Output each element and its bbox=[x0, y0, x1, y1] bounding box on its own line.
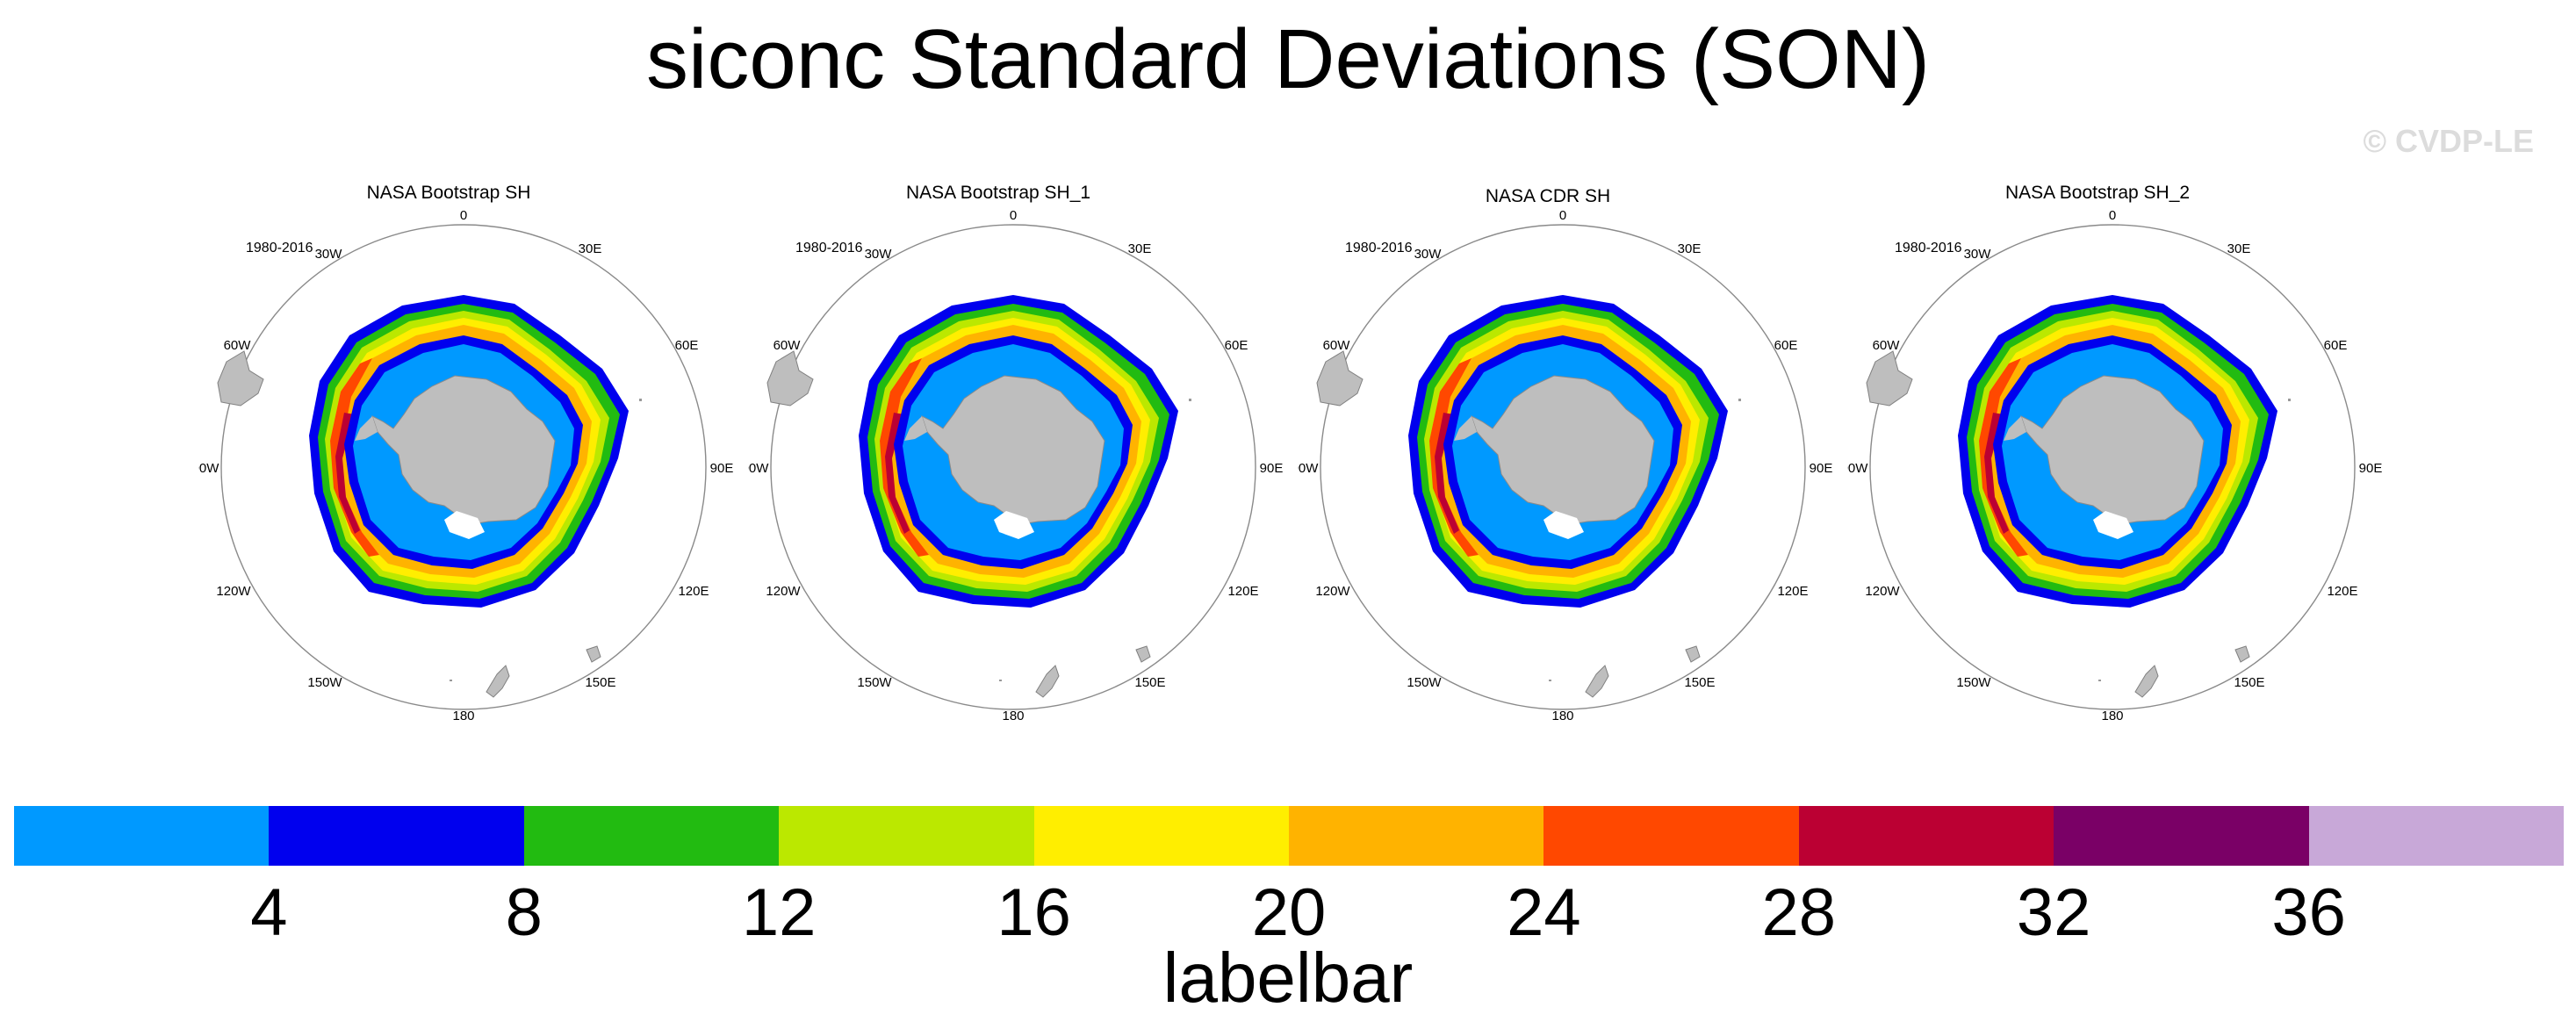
labelbar-title: labelbar bbox=[1162, 939, 1414, 1017]
lon-150w: 150W bbox=[307, 675, 342, 690]
panel-title: NASA Bootstrap SH bbox=[366, 183, 531, 203]
lon-30e: 30E bbox=[1678, 241, 1702, 256]
labelbar-box-9 bbox=[2054, 806, 2309, 866]
period-label: 1980-2016 bbox=[1895, 241, 1962, 255]
labelbar-box-4 bbox=[779, 806, 1034, 866]
lon-0: 0 bbox=[1559, 208, 1566, 223]
lon-150e: 150E bbox=[2234, 675, 2264, 690]
period-label: 1980-2016 bbox=[1345, 241, 1413, 255]
lon-180: 180 bbox=[2101, 709, 2123, 723]
labelbar-tick: 16 bbox=[997, 875, 1071, 950]
map-panel-4: NASA Bootstrap SH_2 1980-2016 0 30E 60E … bbox=[1847, 174, 2392, 736]
lon-120e: 120E bbox=[1227, 584, 1258, 599]
lon-60e: 60E bbox=[1225, 338, 1248, 353]
lon-90w: 90W bbox=[198, 461, 219, 476]
labelbar-box-3 bbox=[523, 806, 780, 866]
main-title: siconc Standard Deviations (SON) bbox=[646, 12, 1930, 106]
labelbar-box-2 bbox=[269, 806, 524, 866]
lon-30e: 30E bbox=[2227, 241, 2251, 256]
lon-30w: 30W bbox=[1964, 247, 1992, 262]
lon-150e: 150E bbox=[585, 675, 615, 690]
lon-120w: 120W bbox=[1865, 584, 1900, 599]
lon-90e: 90E bbox=[1260, 461, 1284, 476]
labelbar-tick: 12 bbox=[741, 875, 817, 950]
lon-90w: 90W bbox=[748, 461, 769, 476]
panel-title: NASA Bootstrap SH_2 bbox=[2004, 183, 2191, 203]
lon-120e: 120E bbox=[2327, 584, 2357, 599]
labelbar-box-1 bbox=[14, 806, 270, 866]
labelbar-tick: 4 bbox=[250, 875, 288, 950]
map-panel-1: NASA Bootstrap SH 1980-2016 0 30E 60E 90… bbox=[198, 174, 743, 736]
lon-120e: 120E bbox=[678, 584, 709, 599]
lon-60w: 60W bbox=[224, 338, 252, 353]
polar-map: 0 30E 60E 90E 120E 150E 180 150W 120W 90… bbox=[748, 208, 1284, 723]
lon-90e: 90E bbox=[2359, 461, 2383, 476]
lon-30w: 30W bbox=[865, 247, 893, 262]
labelbar bbox=[14, 806, 2565, 866]
lon-90e: 90E bbox=[1810, 461, 1833, 476]
polar-map: 0 30E 60E 90E 120E 150E 180 150W 120W 90… bbox=[198, 208, 734, 723]
lon-90w: 90W bbox=[1847, 461, 1868, 476]
polar-map: 0 30E 60E 90E 120E 150E 180 150W 120W 90… bbox=[1298, 208, 1833, 723]
period-label: 1980-2016 bbox=[246, 241, 313, 255]
lon-90w: 90W bbox=[1298, 461, 1319, 476]
polar-map: 0 30E 60E 90E 120E 150E 180 150W 120W 90… bbox=[1847, 208, 2383, 723]
watermark: © CVDP-LE bbox=[2363, 123, 2534, 159]
labelbar-box-5 bbox=[1033, 806, 1290, 866]
lon-180: 180 bbox=[452, 709, 474, 723]
lon-0: 0 bbox=[460, 208, 467, 223]
panel-title: NASA CDR SH bbox=[1485, 186, 1611, 206]
lon-120w: 120W bbox=[1315, 584, 1350, 599]
lon-60w: 60W bbox=[774, 338, 802, 353]
lon-150w: 150W bbox=[857, 675, 892, 690]
map-panel-3: NASA CDR SH 1980-2016 0 30E 60E 90E 120E… bbox=[1298, 174, 1842, 736]
labelbar-tick: 8 bbox=[505, 875, 543, 950]
labelbar-tick: 20 bbox=[1251, 875, 1327, 950]
lon-30e: 30E bbox=[1128, 241, 1152, 256]
lon-60w: 60W bbox=[1323, 338, 1351, 353]
labelbar-box-6 bbox=[1289, 806, 1544, 866]
lon-180: 180 bbox=[1551, 709, 1573, 723]
labelbar-box-8 bbox=[1798, 806, 2054, 866]
lon-30e: 30E bbox=[579, 241, 602, 256]
labelbar-tick: 32 bbox=[2016, 875, 2091, 950]
map-panel-2: NASA Bootstrap SH_1 1980-2016 0 30E 60E … bbox=[748, 174, 1292, 736]
lon-90e: 90E bbox=[710, 461, 734, 476]
period-label: 1980-2016 bbox=[795, 241, 863, 255]
lon-180: 180 bbox=[1002, 709, 1024, 723]
lon-120e: 120E bbox=[1777, 584, 1808, 599]
lon-0: 0 bbox=[1010, 208, 1017, 223]
labelbar-box-7 bbox=[1543, 806, 1799, 866]
lon-60w: 60W bbox=[1873, 338, 1901, 353]
lon-150e: 150E bbox=[1134, 675, 1165, 690]
lon-30w: 30W bbox=[315, 247, 343, 262]
labelbar-tick: 28 bbox=[1761, 875, 1837, 950]
lon-0: 0 bbox=[2109, 208, 2116, 223]
panel-title: NASA Bootstrap SH_1 bbox=[905, 183, 1091, 203]
lon-150e: 150E bbox=[1684, 675, 1715, 690]
lon-60e: 60E bbox=[2324, 338, 2348, 353]
lon-150w: 150W bbox=[1956, 675, 1991, 690]
lon-120w: 120W bbox=[216, 584, 251, 599]
labelbar-tick: 24 bbox=[1507, 875, 1581, 950]
labelbar-box-10 bbox=[2308, 806, 2565, 866]
lon-150w: 150W bbox=[1407, 675, 1442, 690]
lon-30w: 30W bbox=[1414, 247, 1443, 262]
lon-60e: 60E bbox=[1774, 338, 1798, 353]
lon-120w: 120W bbox=[766, 584, 801, 599]
lon-60e: 60E bbox=[675, 338, 699, 353]
labelbar-tick: 36 bbox=[2271, 875, 2346, 950]
